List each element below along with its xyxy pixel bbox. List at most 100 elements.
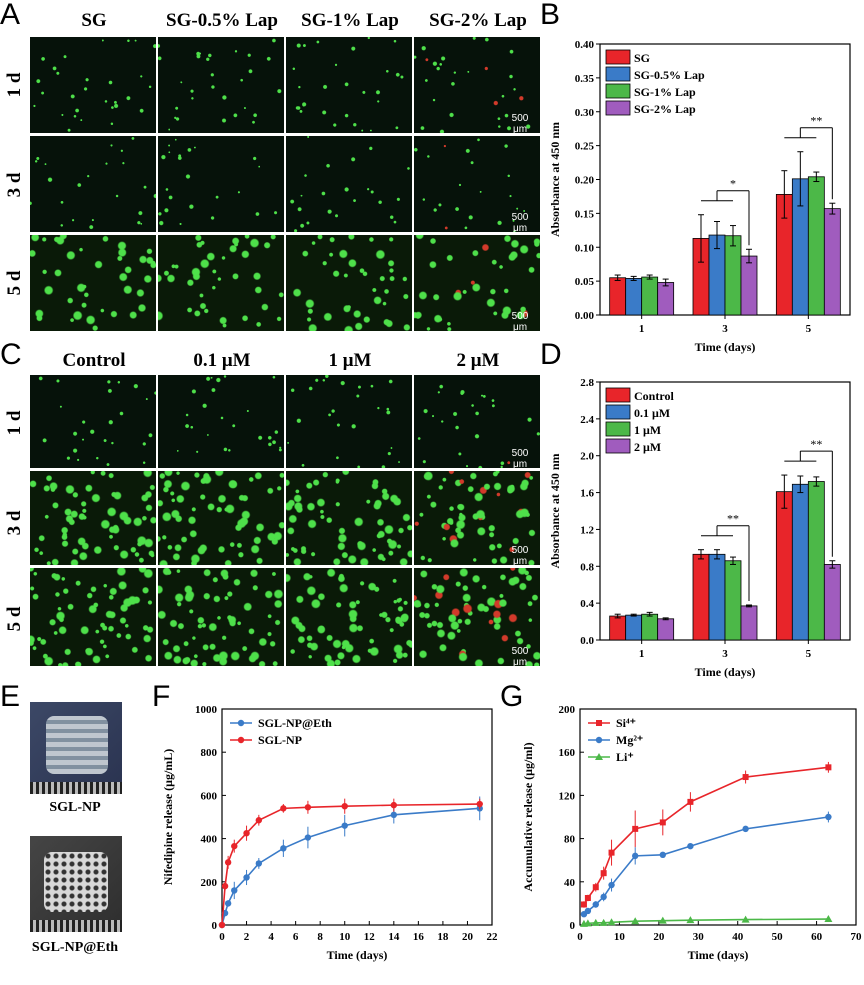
- data-point: [591, 918, 600, 926]
- micrograph-cell: [30, 471, 156, 565]
- series-line: [221, 807, 480, 926]
- micrograph-cell: [286, 37, 412, 133]
- x-tick-label: 1: [639, 648, 645, 660]
- data-point: [304, 804, 312, 811]
- x-tick-label: 5: [806, 648, 812, 660]
- micrograph-cell: [414, 568, 540, 666]
- bar: [625, 614, 643, 641]
- bar: [625, 278, 643, 316]
- x-tick-label: 0: [577, 931, 583, 943]
- data-point: [231, 842, 238, 850]
- data-point: [608, 849, 615, 856]
- data-point: [224, 859, 232, 866]
- x-tick-label: 3: [722, 648, 728, 660]
- legend-label: SG-2% Lap: [634, 102, 696, 116]
- y-tick-label: 1.2: [580, 524, 594, 536]
- bar: [641, 276, 659, 316]
- series-line: [583, 816, 829, 915]
- bar: [708, 553, 726, 641]
- data-point: [218, 921, 226, 929]
- micrograph-cell: [414, 235, 540, 331]
- y-tick-label: 200: [559, 704, 576, 716]
- bar: [609, 277, 627, 316]
- data-point: [824, 915, 833, 923]
- x-tick-label: 10: [614, 931, 626, 943]
- y-tick-label: 0: [212, 920, 218, 932]
- data-point: [255, 817, 263, 824]
- y-tick-label: 0.40: [575, 39, 595, 51]
- column-title: SG: [81, 10, 107, 31]
- plot-frame: [221, 708, 493, 926]
- photo-caption: SGL-NP: [49, 800, 101, 815]
- legend-swatch: [605, 438, 631, 454]
- legend-label: 0.1 μM: [634, 406, 670, 420]
- bar: [609, 615, 627, 641]
- data-point: [341, 803, 348, 810]
- significance-label: **: [810, 437, 822, 451]
- y-tick-label: 400: [201, 834, 218, 846]
- x-tick-label: 5: [806, 323, 812, 335]
- x-tick-label: 40: [732, 931, 744, 943]
- data-point: [280, 845, 287, 852]
- y-tick-label: 80: [564, 834, 576, 846]
- x-tick-label: 8: [317, 931, 323, 943]
- column-title: 1 μM: [328, 350, 372, 371]
- scaffold-photo-sglnp: [30, 702, 122, 794]
- x-tick-label: 20: [653, 931, 665, 943]
- row-label: 5 d: [4, 606, 25, 632]
- bar: [807, 176, 825, 316]
- data-point: [600, 870, 607, 877]
- legend-label: SG-0.5% Lap: [634, 68, 705, 82]
- legend-marker: [237, 719, 245, 727]
- column-title: 2 μM: [456, 350, 500, 371]
- bar: [807, 481, 825, 641]
- y-tick-label: 0.20: [575, 175, 595, 187]
- data-point: [600, 893, 607, 901]
- x-tick-label: 12: [364, 931, 376, 943]
- data-point: [686, 916, 695, 924]
- x-tick-label: 70: [851, 931, 863, 943]
- legend-swatch: [605, 404, 631, 420]
- bar: [823, 208, 841, 316]
- micrograph-cell: [286, 471, 412, 565]
- bar: [692, 553, 710, 641]
- data-point: [608, 881, 615, 889]
- scale-bar: 500 μm: [504, 646, 536, 672]
- panel-letter-b: B: [540, 0, 561, 31]
- bar: [641, 613, 659, 641]
- data-point: [476, 800, 483, 808]
- panel-letter-d: D: [540, 338, 562, 371]
- y-tick-label: 0: [570, 920, 576, 932]
- bar: [823, 564, 841, 641]
- y-tick-label: 0.0: [580, 635, 594, 647]
- legend-label: SGL-NP@Eth: [258, 716, 332, 730]
- x-tick-label: 14: [388, 931, 400, 943]
- bar: [724, 560, 742, 641]
- legend-swatch: [605, 83, 631, 99]
- y-tick-label: 2.4: [580, 414, 594, 426]
- y-axis-label: Accumulative release (μg/ml): [521, 742, 535, 891]
- legend-label: 2 μM: [634, 440, 661, 454]
- y-axis-label: Nifedipine release (μg/mL): [161, 749, 175, 886]
- significance-label: **: [727, 512, 739, 526]
- data-point: [825, 813, 832, 821]
- row-label: 3 d: [4, 510, 25, 536]
- x-axis-label: Time (days): [688, 948, 749, 962]
- scaffold-photo-sglnp-eth: [30, 836, 122, 932]
- legend-swatch: [605, 49, 631, 65]
- column-title: 0.1 μM: [193, 350, 251, 371]
- bar: [740, 255, 758, 316]
- column-title: SG-0.5% Lap: [166, 10, 278, 31]
- legend-swatch: [605, 421, 631, 437]
- micrograph-cell: [414, 37, 540, 133]
- data-point: [580, 901, 587, 908]
- legend-label: SG: [634, 51, 650, 65]
- micrograph-cell: [286, 375, 412, 468]
- legend-label: 1 μM: [634, 423, 661, 437]
- row-label: 1 d: [4, 72, 25, 98]
- data-point: [243, 874, 250, 881]
- bar: [775, 491, 793, 641]
- x-tick-label: 3: [722, 323, 728, 335]
- series-line: [583, 918, 829, 925]
- data-point: [631, 917, 640, 925]
